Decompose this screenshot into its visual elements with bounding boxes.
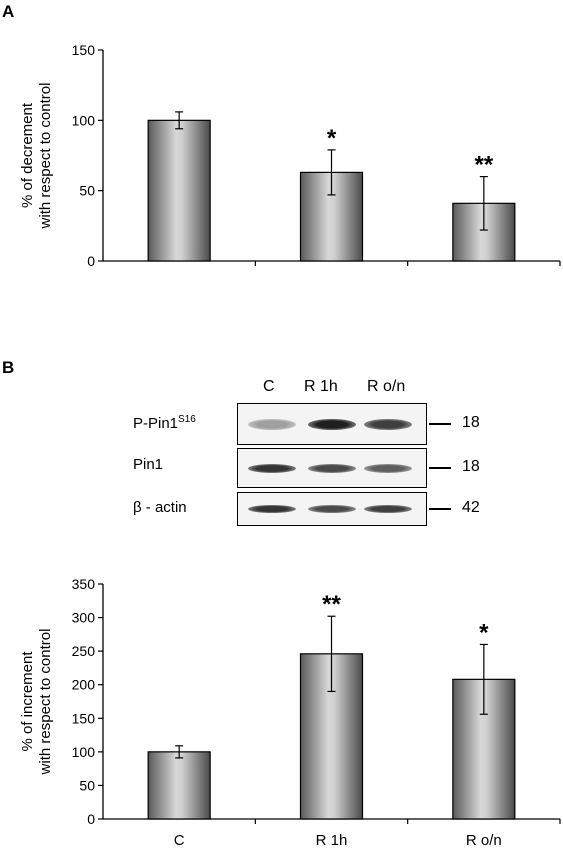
chart-b-category-label: R 1h — [316, 832, 348, 849]
blot-band — [308, 505, 356, 513]
mw-label-pin1: 18 — [462, 458, 480, 475]
blot-label-beta-actin: β - actin — [133, 499, 187, 516]
mw-tick-p-pin1 — [429, 423, 451, 425]
chart-b-y-tick-label: 250 — [72, 643, 96, 659]
chart-b-y-tick-label: 0 — [87, 811, 95, 827]
blot-strip-beta-actin — [237, 492, 427, 526]
chart-a-significance-mark: * — [327, 125, 337, 152]
blot-band — [248, 505, 296, 513]
chart-b-category-label: C — [174, 832, 185, 849]
panel-b-letter: B — [2, 358, 15, 377]
blot-band — [364, 418, 412, 430]
chart-b-y-tick-label: 100 — [72, 744, 96, 760]
mw-label-p-pin1: 18 — [462, 414, 480, 431]
mw-label-beta-actin: 42 — [462, 499, 480, 516]
chart-a-significance-mark: ** — [474, 152, 493, 179]
blot-label-p-pin1-main: P-Pin1 — [133, 415, 179, 432]
lane-label-r1h: R 1h — [304, 378, 338, 395]
lane-label-ron: R o/n — [367, 378, 406, 395]
blot-band — [364, 463, 412, 473]
chart-a-y-tick-label: 50 — [79, 183, 95, 199]
chart-b-y-tick-label: 150 — [72, 710, 96, 726]
chart-b-y-tick-label: 350 — [72, 576, 96, 592]
blot-band — [308, 418, 356, 430]
chart-a-bar — [147, 119, 211, 262]
chart-a-y-tick-label: 0 — [87, 253, 95, 269]
blot-band — [308, 463, 356, 473]
lane-label-c: C — [263, 378, 275, 395]
chart-a-y-axis-label-line1: % of decrement — [19, 102, 36, 208]
chart-a-y-axis-label-line2: with respect to control — [37, 83, 54, 230]
blot-band — [248, 418, 296, 430]
chart-b-bar — [147, 751, 211, 820]
blot-label-pin1: Pin1 — [133, 456, 164, 473]
chart-b-y-tick-label: 200 — [72, 677, 96, 693]
blot-strip-pin1 — [237, 448, 427, 488]
blot-label-p-pin1: P-Pin1S16 — [133, 414, 196, 432]
blot-strip-p-pin1 — [237, 403, 427, 445]
chart-a-y-tick-label: 150 — [72, 42, 96, 58]
chart-b-significance-mark: ** — [322, 591, 341, 618]
mw-tick-beta-actin — [429, 508, 451, 510]
bar-chart-b: 0 50 100 150 200 250 300 350 C ** R 1h * R o/n % of i… — [19, 576, 561, 849]
chart-b-significance-mark: * — [479, 619, 489, 646]
chart-b-y-axis-label-line1: % of increment — [19, 651, 36, 752]
blot-label-p-pin1-sup: S16 — [178, 414, 196, 425]
chart-b-y-tick-label: 50 — [79, 777, 95, 793]
mw-tick-pin1 — [429, 467, 451, 469]
chart-a-y-tick-label: 100 — [72, 112, 96, 128]
blot-band — [364, 505, 412, 513]
chart-b-y-axis-label-line2: with respect to control — [37, 629, 54, 776]
chart-b-y-tick-label: 300 — [72, 610, 96, 626]
panel-a-letter: A — [2, 2, 15, 21]
blot-band — [248, 463, 296, 473]
chart-b-category-label: R o/n — [466, 832, 502, 849]
